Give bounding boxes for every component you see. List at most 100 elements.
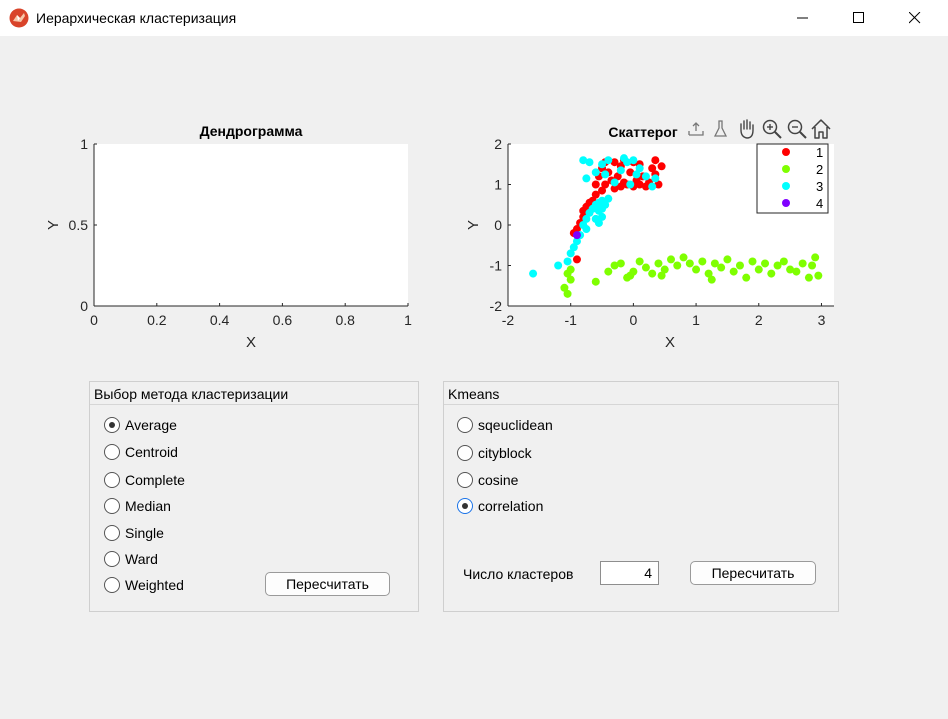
scatter-point-cluster-2: [761, 259, 770, 268]
scatter-point-cluster-2: [563, 289, 572, 298]
scatter-title: Скаттерог: [608, 124, 678, 140]
radio-correlation[interactable]: correlation: [457, 496, 543, 516]
radio-median[interactable]: Median: [104, 496, 171, 516]
radio-button-selected[interactable]: [457, 498, 473, 514]
dendrogram-y-tick-label: 0: [80, 298, 88, 314]
scatter-point-cluster-1: [657, 162, 666, 171]
scatter-point-cluster-2: [591, 277, 600, 286]
scatter-point-cluster-4: [572, 231, 581, 240]
scatter-point-cluster-3: [601, 170, 610, 179]
dendrogram-x-tick-label: 0.2: [147, 312, 167, 328]
scatter-point-cluster-2: [604, 267, 613, 276]
scatter-point-cluster-3: [641, 172, 650, 181]
radio-cosine[interactable]: cosine: [457, 470, 518, 490]
scatter-point-cluster-1: [619, 178, 628, 187]
dendrogram-y-tick-label: 1: [80, 136, 88, 152]
scatter-point-cluster-2: [748, 257, 757, 266]
zoom-in-icon[interactable]: [761, 118, 783, 140]
radio-label-weighted: Weighted: [125, 577, 184, 593]
scatter-point-cluster-2: [673, 261, 682, 270]
close-button[interactable]: [892, 0, 938, 36]
dendrogram-plot-area[interactable]: [94, 144, 408, 306]
home-icon[interactable]: [810, 118, 832, 140]
radio-single[interactable]: Single: [104, 523, 164, 543]
zoom-out-icon[interactable]: [786, 118, 808, 140]
scatter-point-cluster-3: [616, 166, 625, 175]
radio-button[interactable]: [104, 472, 120, 488]
scatter-point-cluster-3: [651, 174, 660, 183]
scatter-point-cluster-1: [613, 172, 622, 181]
legend-label-2: 2: [816, 162, 823, 177]
pan-hand-icon[interactable]: [736, 118, 758, 140]
radio-button[interactable]: [104, 551, 120, 567]
kmeans-recalculate-button[interactable]: Пересчитать: [690, 561, 816, 585]
clusters-count-input[interactable]: 4: [600, 561, 659, 585]
radio-button[interactable]: [104, 525, 120, 541]
dendrogram-x-tick-label: 0.6: [273, 312, 293, 328]
scatter-axes[interactable]: Скаттерог X Y -2 -1 0 1 2 3 -2 -1 0 1 2 1 2 3 4: [465, 124, 834, 351]
radio-button[interactable]: [457, 472, 473, 488]
scatter-point-cluster-2: [660, 265, 669, 274]
scatter-point-cluster-2: [667, 255, 675, 264]
radio-cityblock[interactable]: cityblock: [457, 443, 532, 463]
radio-button[interactable]: [104, 498, 120, 514]
radio-label-ward: Ward: [125, 551, 158, 567]
radio-label-centroid: Centroid: [125, 444, 178, 460]
scatter-point-cluster-3: [626, 180, 635, 189]
scatter-point-cluster-2: [704, 269, 713, 278]
scatter-point-cluster-2: [710, 259, 719, 268]
radio-average[interactable]: Average: [104, 415, 177, 435]
radio-button[interactable]: [104, 444, 120, 460]
scatter-point-cluster-3: [629, 156, 638, 165]
radio-sqeuclidean[interactable]: sqeuclidean: [457, 415, 553, 435]
minimize-button[interactable]: [780, 0, 826, 36]
scatter-point-cluster-2: [635, 257, 644, 266]
scatter-point-cluster-2: [679, 253, 688, 262]
scatter-point-cluster-2: [566, 265, 575, 274]
scatter-legend[interactable]: 1 2 3 4: [756, 143, 829, 214]
dendrogram-axes[interactable]: Дендрограмма X Y 0 0.2 0.4 0.6 0.8 1 0 0.5 1: [45, 123, 412, 351]
minimize-icon: [797, 17, 808, 19]
scatter-point-cluster-3: [582, 225, 591, 234]
radio-button-selected[interactable]: [104, 417, 120, 433]
radio-button[interactable]: [104, 577, 120, 593]
legend-marker-4: [782, 199, 790, 207]
scatter-point-cluster-1: [591, 190, 600, 199]
scatter-xlabel: X: [665, 334, 675, 351]
radio-label-single: Single: [125, 525, 164, 541]
scatter-y-tick-label: -1: [490, 258, 503, 274]
legend-label-3: 3: [816, 179, 823, 194]
scatter-point-cluster-1: [572, 225, 581, 234]
maximize-button[interactable]: [836, 0, 882, 36]
radio-label-cityblock: cityblock: [478, 445, 532, 461]
radio-button[interactable]: [457, 445, 473, 461]
scatter-point-cluster-3: [569, 243, 578, 252]
scatter-point-cluster-2: [798, 259, 807, 268]
dendrogram-y-tick-label: 0.5: [69, 217, 89, 233]
radio-complete[interactable]: Complete: [104, 470, 185, 490]
scatter-point-cluster-1: [598, 186, 607, 195]
dendrogram-ylabel: Y: [45, 220, 62, 230]
scatter-point-cluster-2: [566, 275, 575, 284]
scatter-point-cluster-3: [585, 158, 594, 167]
scatter-point-cluster-1: [635, 180, 644, 189]
radio-weighted[interactable]: Weighted: [104, 575, 184, 595]
scatter-point-cluster-2: [657, 271, 666, 280]
hierarchical-recalculate-button[interactable]: Пересчитать: [265, 572, 390, 596]
scatter-x-tick-label: -1: [564, 312, 577, 328]
matlab-app-icon: [9, 8, 29, 28]
radio-button[interactable]: [457, 417, 473, 433]
scatter-point-cluster-1: [610, 158, 619, 167]
export-icon[interactable]: [686, 119, 706, 139]
window-title: Иерархическая кластеризация: [36, 10, 237, 26]
scatter-point-cluster-2: [804, 273, 813, 282]
brush-icon[interactable]: [710, 119, 730, 139]
radio-centroid[interactable]: Centroid: [104, 442, 178, 462]
axes-toolbar: [686, 118, 832, 140]
scatter-point-cluster-3: [604, 194, 613, 203]
scatter-point-cluster-2: [811, 253, 820, 262]
radio-ward[interactable]: Ward: [104, 549, 158, 569]
scatter-point-cluster-1: [601, 180, 610, 189]
scatter-point-cluster-3: [529, 269, 538, 278]
